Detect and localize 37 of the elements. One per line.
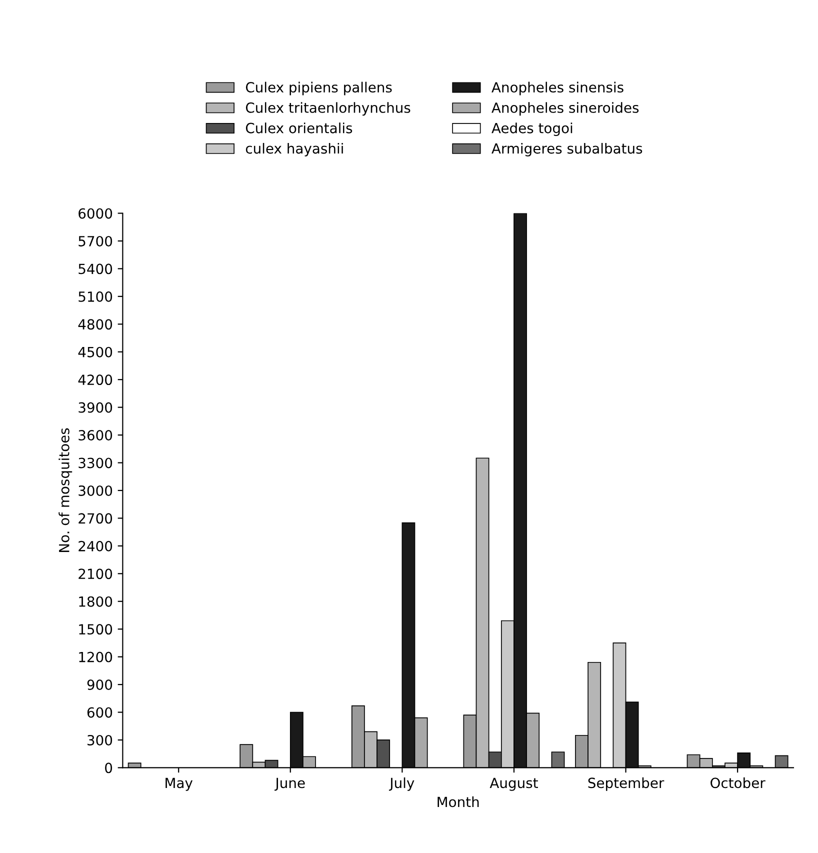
- y-tick-label: 3600: [78, 430, 112, 441]
- legend-label: Anopheles sinensis: [492, 82, 624, 96]
- y-tick-label: 3900: [78, 402, 112, 413]
- y-tick-label: 1500: [79, 624, 112, 635]
- y-tick-label: 5100: [78, 291, 112, 302]
- y-tick-label: 600: [87, 707, 112, 718]
- y-tick-label: 5400: [78, 264, 112, 274]
- x-tick-label: May: [166, 778, 193, 791]
- y-tick-label: 6000: [78, 208, 112, 219]
- legend-label: Culex orientalis: [246, 122, 352, 134]
- y-axis-title: No. of mosquitoes: [58, 428, 72, 552]
- y-tick-label: 3300: [78, 458, 112, 468]
- y-tick-label: 4500: [78, 346, 112, 358]
- x-tick-label: September: [588, 777, 664, 791]
- y-tick-label: 2400: [78, 540, 112, 552]
- x-tick-label: July: [388, 777, 414, 791]
- y-tick-label: 2700: [78, 513, 112, 524]
- legend-label: Aedes togoi: [492, 122, 572, 136]
- y-tick-label: 900: [87, 680, 112, 690]
- y-tick-label: 0: [105, 762, 112, 774]
- y-tick-label: 1800: [79, 596, 112, 607]
- legend-label: Armigeres subalbatus: [492, 142, 642, 156]
- x-tick-label: June: [274, 778, 305, 791]
- y-tick-label: 4200: [78, 374, 112, 386]
- legend-label: Culex pipiens pallens: [246, 82, 392, 96]
- y-tick-label: 2100: [78, 568, 112, 580]
- y-tick-label: 1200: [79, 652, 112, 662]
- y-tick-label: 4800: [78, 319, 112, 330]
- y-tick-label: 300: [88, 734, 112, 746]
- x-tick-label: October: [710, 777, 766, 788]
- legend-label: Anopheles sineroides: [492, 102, 639, 116]
- y-tick-label: 5700: [78, 236, 112, 246]
- y-tick-label: 3000: [78, 485, 112, 496]
- x-axis-title: Month: [438, 796, 479, 808]
- legend-label: Culex tritaenlorhynchus: [246, 102, 410, 116]
- x-tick-label: August: [490, 778, 538, 791]
- legend-label: culex hayashii: [246, 142, 343, 156]
